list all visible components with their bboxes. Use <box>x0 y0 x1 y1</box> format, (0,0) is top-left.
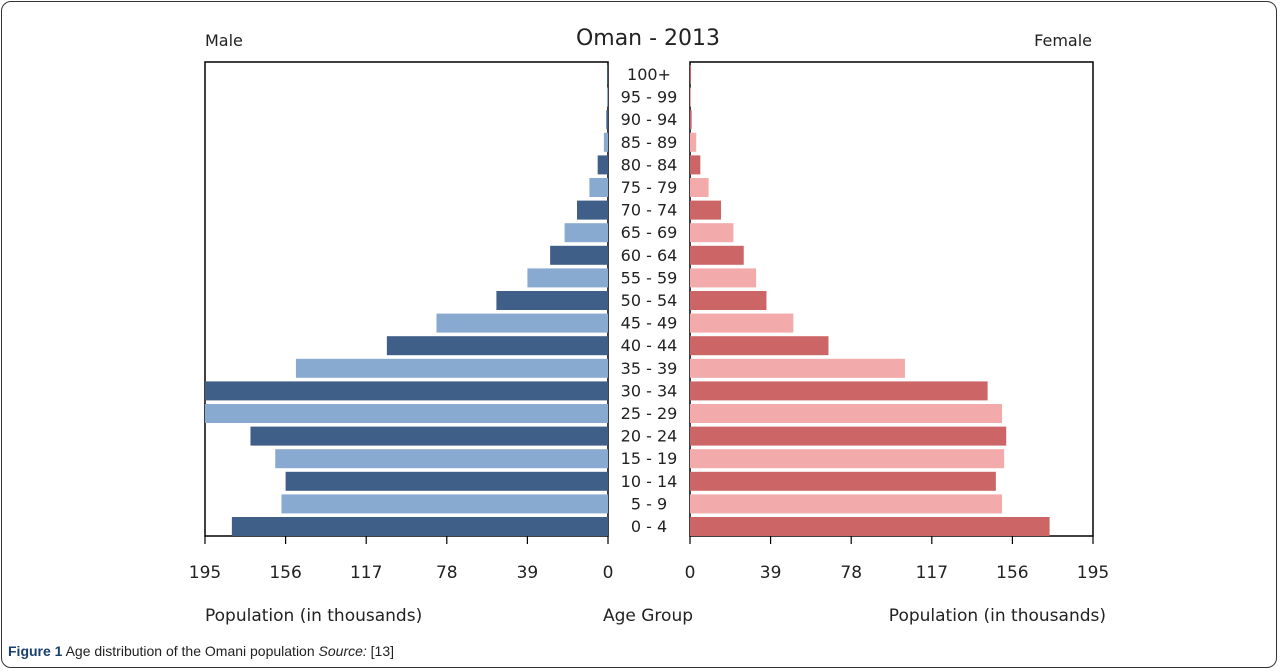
age-group-label: 90 - 94 <box>621 110 678 129</box>
age-group-label: 100+ <box>627 65 671 84</box>
caption-text: Age distribution of the Omani population <box>62 643 319 659</box>
age-group-label: 85 - 89 <box>621 133 678 152</box>
male-bar <box>527 268 608 288</box>
female-bars <box>690 65 1050 536</box>
tick-label: 117 <box>916 563 948 583</box>
male-label: Male <box>205 31 243 50</box>
male-bar <box>231 517 608 536</box>
age-group-label: 70 - 74 <box>621 201 678 220</box>
male-bar <box>436 313 608 333</box>
age-group-label: 50 - 54 <box>621 291 678 310</box>
age-group-label: 30 - 34 <box>621 381 678 400</box>
tick-label: 117 <box>350 563 382 583</box>
caption-ref: [13] <box>366 643 395 659</box>
age-group-label: 40 - 44 <box>621 336 678 355</box>
population-pyramid-chart: Oman - 2013 Male Female 100+ 95 - 99 90 - … <box>189 26 1109 626</box>
female-bar <box>690 268 757 288</box>
age-group-label: 60 - 64 <box>621 246 678 265</box>
tick-label: 0 <box>603 563 614 583</box>
male-bar <box>606 87 608 107</box>
female-x-axis-label: Population (in thousands) <box>889 606 1106 626</box>
male-bar <box>250 426 608 446</box>
tick-label: 156 <box>269 563 301 583</box>
tick-label: 78 <box>840 563 862 583</box>
caption-source: Source: <box>318 643 367 659</box>
male-bar <box>281 494 608 514</box>
female-bar <box>690 404 1003 423</box>
age-group-label: 10 - 14 <box>621 472 678 491</box>
female-bar <box>690 517 1050 536</box>
age-group-label: 80 - 84 <box>621 155 678 174</box>
male-bar <box>295 358 608 378</box>
tick-label: 195 <box>1077 563 1109 583</box>
female-axis-ticks: 0 39 78 117 156 195 <box>685 536 1109 583</box>
male-bar <box>496 291 608 310</box>
tick-label: 39 <box>517 563 539 583</box>
tick-label: 39 <box>760 563 782 583</box>
tick-label: 195 <box>189 563 221 583</box>
female-bar <box>690 200 721 220</box>
male-x-axis-label: Population (in thousands) <box>205 606 422 626</box>
male-bar <box>603 132 608 152</box>
female-bar <box>690 358 905 378</box>
male-bar <box>577 200 608 220</box>
female-bar <box>690 65 691 84</box>
male-bar <box>597 155 608 175</box>
female-bar <box>690 291 767 310</box>
female-bar <box>690 223 734 243</box>
age-group-label: 35 - 39 <box>621 359 678 378</box>
male-bar <box>205 381 608 401</box>
male-bar <box>550 245 608 265</box>
chart-title: Oman - 2013 <box>576 26 720 51</box>
female-bar <box>690 110 692 130</box>
age-group-label: 15 - 19 <box>621 449 678 468</box>
female-bar <box>690 381 988 401</box>
tick-label: 78 <box>436 563 458 583</box>
female-bar <box>690 426 1007 446</box>
male-bar <box>275 449 608 469</box>
female-bar <box>690 245 744 265</box>
tick-label: 0 <box>685 563 696 583</box>
age-group-label: 65 - 69 <box>621 223 678 242</box>
male-bar <box>205 404 608 423</box>
male-bar <box>386 336 608 356</box>
age-group-labels: 100+ 95 - 99 90 - 94 85 - 89 80 - 84 75 - 79 7… <box>621 65 678 536</box>
male-bar <box>285 471 608 491</box>
male-bar <box>607 65 608 84</box>
female-label: Female <box>1034 31 1092 50</box>
tick-label: 156 <box>996 563 1028 583</box>
age-group-label: 20 - 24 <box>621 427 678 446</box>
female-bar <box>690 155 701 175</box>
age-group-label: 25 - 29 <box>621 404 678 423</box>
caption-label: Figure 1 <box>8 643 63 659</box>
age-group-label: 5 - 9 <box>631 494 667 513</box>
female-bar <box>690 471 996 491</box>
age-group-label: 0 - 4 <box>631 517 667 536</box>
male-bar <box>589 178 608 197</box>
female-bar <box>690 336 829 356</box>
female-bar <box>690 132 697 152</box>
female-bar <box>690 178 709 197</box>
male-bar <box>606 110 608 130</box>
male-bar <box>564 223 608 243</box>
age-group-label: 55 - 59 <box>621 268 678 287</box>
female-bar <box>690 87 692 107</box>
age-group-label: 95 - 99 <box>621 88 678 107</box>
male-bars <box>205 65 608 536</box>
female-bar <box>690 494 1003 514</box>
age-group-axis-label: Age Group <box>603 606 693 626</box>
female-bar <box>690 313 794 333</box>
age-group-label: 75 - 79 <box>621 178 678 197</box>
female-bar <box>690 449 1005 469</box>
figure-caption: Figure 1 Age distribution of the Omani p… <box>8 643 394 659</box>
male-axis-ticks: 195 156 117 78 39 0 <box>189 536 614 583</box>
age-group-label: 45 - 49 <box>621 314 678 333</box>
